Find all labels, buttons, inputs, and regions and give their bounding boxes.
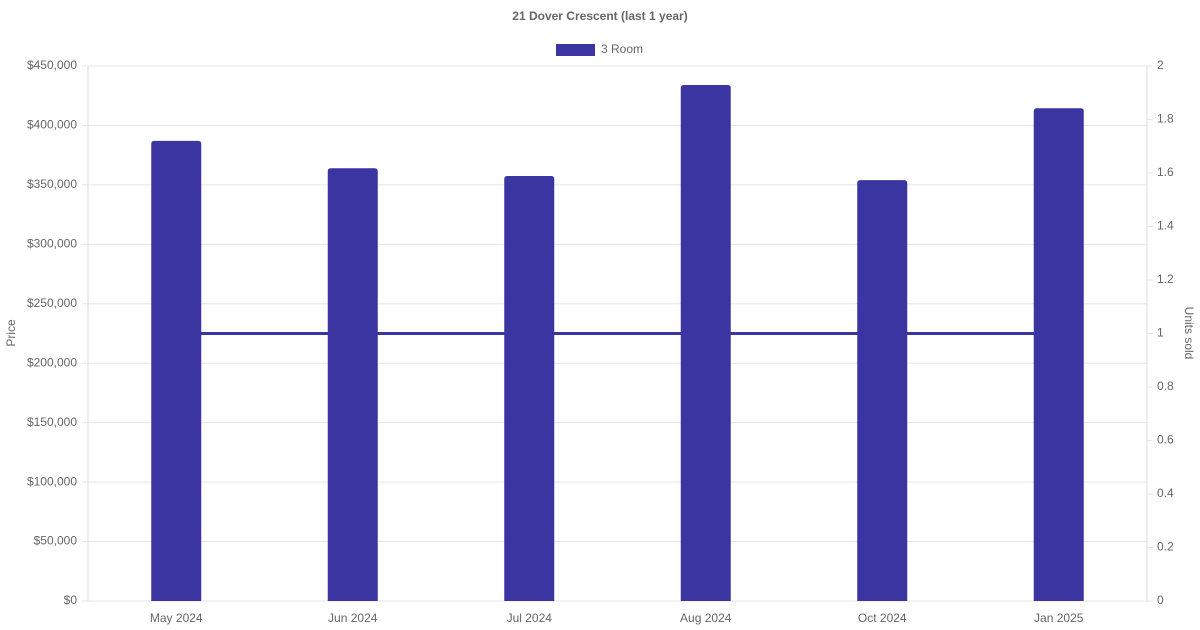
- y2-tick-label: 0.2: [1157, 540, 1174, 554]
- y-tick-label: $0: [64, 593, 78, 607]
- y-tick-label: $50,000: [34, 534, 78, 548]
- bar: [327, 168, 378, 601]
- y2-tick-label: 1: [1157, 326, 1164, 340]
- x-tick-label: Jun 2024: [328, 611, 378, 625]
- y-axis-title: Price: [4, 319, 18, 347]
- x-tick-label: Aug 2024: [680, 611, 732, 625]
- y2-tick-label: 0.8: [1157, 379, 1174, 393]
- y2-axis-title: Units sold: [1182, 307, 1196, 360]
- bar: [680, 85, 731, 602]
- y2-tick-label: 1.8: [1157, 112, 1174, 126]
- bar: [504, 175, 555, 601]
- bar: [1033, 108, 1084, 601]
- legend-label: 3 Room: [601, 42, 643, 56]
- x-tick-label: Jan 2025: [1034, 611, 1084, 625]
- y-tick-label: $300,000: [27, 237, 77, 251]
- bar: [857, 180, 908, 601]
- chart-title: 21 Dover Crescent (last 1 year): [512, 9, 687, 23]
- y-tick-label: $400,000: [27, 118, 77, 132]
- y2-tick-label: 0.4: [1157, 486, 1174, 500]
- y2-tick-label: 0.6: [1157, 433, 1174, 447]
- x-tick-label: Oct 2024: [858, 611, 907, 625]
- bar: [151, 140, 202, 601]
- x-tick-label: May 2024: [150, 611, 203, 625]
- y-tick-label: $250,000: [27, 296, 77, 310]
- y2-tick-label: 1.6: [1157, 165, 1174, 179]
- y-tick-label: $450,000: [27, 58, 77, 72]
- legend-swatch: [556, 44, 595, 56]
- y2-tick-label: 1.2: [1157, 272, 1174, 286]
- x-tick-label: Jul 2024: [507, 611, 553, 625]
- y2-tick-label: 0: [1157, 593, 1164, 607]
- y2-tick-label: 2: [1157, 58, 1164, 72]
- y-tick-label: $150,000: [27, 415, 77, 429]
- y-tick-label: $100,000: [27, 474, 77, 488]
- y2-tick-label: 1.4: [1157, 219, 1174, 233]
- y-tick-label: $200,000: [27, 355, 77, 369]
- y-tick-label: $350,000: [27, 177, 77, 191]
